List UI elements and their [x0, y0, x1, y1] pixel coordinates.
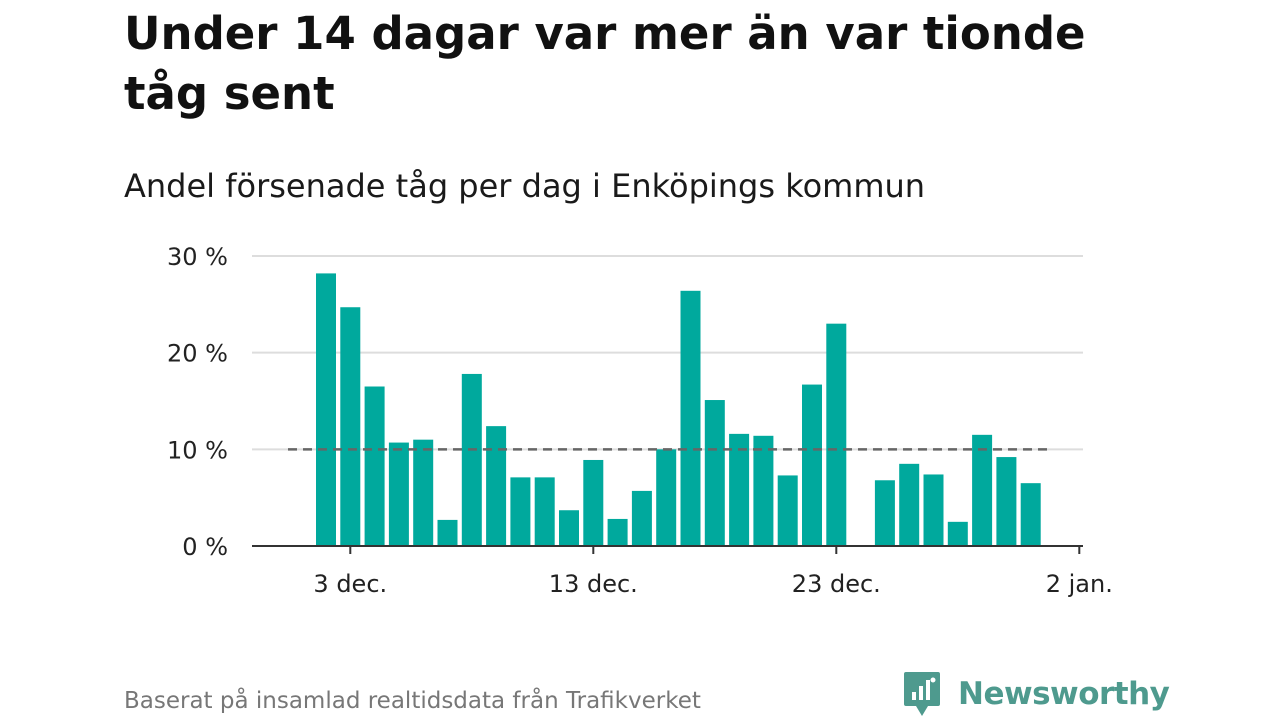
bar	[899, 463, 920, 546]
x-tick-label: 13 dec.	[549, 570, 638, 598]
bar	[972, 434, 993, 546]
x-tick-label: 23 dec.	[792, 570, 881, 598]
x-tick-label: 2 jan.	[1046, 570, 1113, 598]
source-note: Baserat på insamlad realtidsdata från Tr…	[124, 688, 701, 714]
bar	[583, 459, 604, 546]
bar	[340, 307, 361, 546]
bar	[364, 386, 385, 546]
y-tick-label: 20 %	[167, 340, 228, 368]
y-tick-label: 10 %	[167, 436, 228, 464]
bar	[947, 521, 968, 546]
bar	[413, 439, 434, 546]
y-tick-label: 30 %	[167, 243, 228, 271]
bar	[388, 442, 409, 546]
bar	[923, 474, 944, 546]
bar	[437, 519, 458, 546]
bar	[777, 475, 798, 546]
bar	[631, 490, 652, 546]
bar	[704, 400, 725, 546]
bar	[316, 273, 336, 546]
bar	[461, 373, 482, 546]
chart-subtitle: Andel försenade tåg per dag i Enköpings …	[124, 167, 926, 205]
bar	[534, 477, 555, 546]
bar	[656, 449, 677, 546]
bar	[559, 510, 579, 546]
bar	[996, 457, 1017, 546]
y-tick-label: 0 %	[182, 533, 228, 561]
bar	[874, 480, 895, 546]
bar	[826, 323, 847, 546]
bar	[607, 518, 628, 546]
chart-title: Under 14 dagar var mer än var tionde tåg…	[124, 7, 1086, 120]
bar	[753, 435, 774, 546]
bar	[486, 426, 507, 546]
x-tick-label: 3 dec.	[313, 570, 387, 598]
bar	[1020, 483, 1041, 546]
brand-name: Newsworthy	[958, 676, 1170, 712]
bar	[680, 290, 701, 546]
bar	[510, 477, 531, 546]
bars	[316, 273, 1041, 546]
bar	[802, 384, 822, 546]
newsworthy-logo-icon	[904, 672, 940, 716]
axes: 0 % 10 % 20 % 30 % 3 dec. 13 dec. 23 dec. 2 jan…	[167, 243, 1113, 598]
bar	[729, 433, 750, 546]
brand[interactable]: Newsworthy	[902, 670, 1170, 718]
